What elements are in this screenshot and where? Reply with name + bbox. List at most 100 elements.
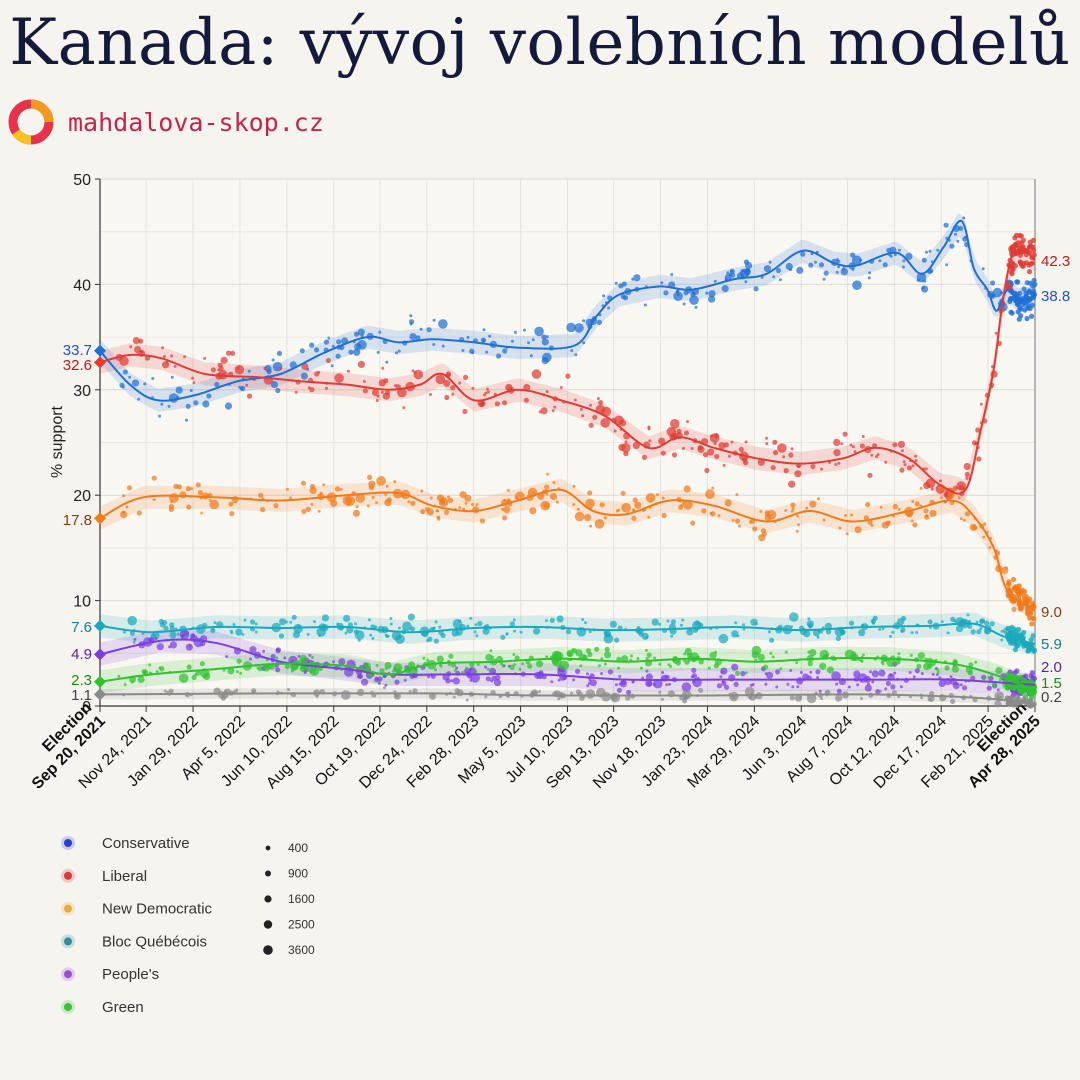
poll-dot — [880, 660, 884, 664]
poll-dot — [380, 390, 384, 394]
poll-dot — [917, 652, 926, 660]
poll-dot — [420, 509, 426, 515]
poll-dot — [681, 682, 692, 692]
poll-dot — [513, 330, 517, 334]
poll-dot — [490, 679, 494, 683]
poll-dot — [556, 615, 564, 623]
poll-dot — [120, 510, 128, 519]
poll-dot — [432, 343, 436, 346]
size-legend-dot — [264, 895, 272, 903]
poll-dot — [408, 690, 412, 693]
poll-dot — [775, 669, 781, 675]
poll-dot — [769, 651, 773, 655]
poll-dot — [842, 431, 848, 437]
poll-dot — [502, 515, 508, 521]
poll-dot — [491, 655, 494, 659]
poll-dot — [485, 653, 493, 662]
poll-dot — [953, 232, 957, 236]
brand[interactable]: mahdalova-skop.cz — [8, 98, 324, 146]
poll-dot — [1023, 260, 1030, 266]
poll-dot — [759, 510, 763, 513]
poll-dot — [284, 664, 290, 670]
poll-dot — [311, 656, 314, 659]
poll-dot — [325, 357, 331, 364]
poll-dot — [604, 651, 612, 659]
poll-dot — [796, 677, 804, 685]
poll-dot — [162, 361, 170, 369]
poll-dot — [636, 657, 640, 661]
poll-dot — [199, 661, 205, 667]
poll-dot — [763, 664, 769, 670]
poll-dot — [891, 630, 895, 634]
poll-dot — [354, 622, 357, 626]
poll-dot — [1017, 689, 1023, 695]
poll-dot — [455, 666, 459, 670]
poll-dot — [585, 689, 596, 699]
poll-dot — [254, 622, 258, 626]
poll-dot — [625, 695, 631, 701]
poll-dot — [584, 621, 588, 625]
poll-dot — [128, 375, 132, 379]
poll-dot — [791, 685, 795, 689]
poll-dot — [270, 381, 278, 389]
poll-dot — [807, 661, 813, 667]
poll-dot — [443, 379, 451, 387]
poll-dot — [837, 461, 841, 465]
poll-dot — [345, 496, 356, 506]
poll-dot — [314, 347, 320, 353]
poll-dot — [1012, 647, 1019, 653]
poll-dot — [1013, 232, 1020, 238]
poll-dot — [964, 471, 970, 478]
poll-dot — [1006, 581, 1012, 587]
poll-dot — [670, 419, 680, 429]
poll-dot — [727, 454, 731, 458]
poll-dot — [327, 336, 331, 340]
poll-dot — [1016, 626, 1022, 633]
poll-dot — [788, 452, 794, 458]
legend-swatch — [64, 937, 72, 946]
poll-dot — [384, 683, 388, 687]
poll-dot — [325, 386, 328, 390]
poll-dot — [249, 657, 252, 661]
poll-dot — [500, 634, 506, 640]
poll-dot — [386, 634, 390, 638]
poll-dot — [168, 688, 174, 694]
size-legend-dot — [265, 870, 271, 877]
poll-dot — [936, 667, 940, 671]
poll-dot — [871, 670, 879, 678]
poll-dot — [831, 671, 841, 681]
poll-dot — [131, 379, 140, 387]
trend-line — [99, 245, 1036, 495]
poll-dot — [236, 670, 239, 674]
poll-dot — [994, 700, 1002, 708]
poll-dot — [1030, 615, 1036, 621]
poll-dot — [272, 361, 283, 372]
poll-dot — [914, 454, 918, 458]
poll-dot — [889, 673, 893, 677]
poll-dot — [495, 674, 501, 681]
poll-dot — [203, 356, 207, 360]
poll-dot — [957, 496, 961, 500]
poll-dot — [940, 620, 944, 624]
poll-dot — [310, 502, 314, 506]
poll-dot — [681, 501, 685, 505]
poll-dot — [550, 680, 554, 684]
poll-dot — [209, 499, 219, 510]
poll-dot — [982, 535, 986, 539]
poll-dot — [290, 669, 294, 673]
poll-dot — [361, 678, 369, 686]
poll-dot — [658, 690, 662, 694]
poll-dot — [434, 668, 437, 672]
poll-dot — [683, 430, 690, 436]
poll-dot — [447, 497, 454, 503]
poll-dot — [943, 222, 949, 228]
poll-dot — [426, 658, 430, 662]
poll-dot — [931, 672, 935, 676]
poll-dot — [551, 409, 555, 413]
poll-dot — [571, 648, 575, 652]
poll-dot — [965, 476, 969, 480]
poll-dot — [641, 676, 645, 680]
poll-dot — [232, 623, 236, 626]
poll-dot — [156, 643, 164, 651]
poll-dot — [944, 665, 950, 671]
